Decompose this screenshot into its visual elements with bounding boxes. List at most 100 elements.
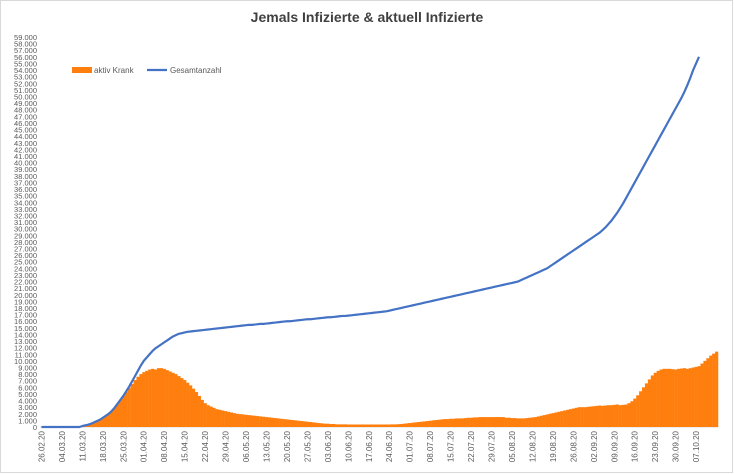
bar-aktiv-krank: [402, 423, 406, 427]
bar-aktiv-krank: [303, 421, 307, 427]
x-tick-label: 17.06.20: [365, 430, 374, 462]
bar-aktiv-krank: [627, 403, 631, 427]
y-tick-label: 8.000: [18, 370, 37, 379]
bar-aktiv-krank: [463, 418, 467, 427]
bar-aktiv-krank: [680, 368, 684, 427]
y-tick-label: 28.000: [14, 238, 37, 247]
bar-aktiv-krank: [682, 368, 687, 427]
x-tick: 15.07.20: [447, 430, 456, 462]
bar-aktiv-krank: [492, 417, 497, 427]
bar-aktiv-krank: [323, 423, 327, 427]
x-tick-label: 05.08.20: [508, 430, 517, 462]
x-tick-label: 24.06.20: [385, 430, 394, 462]
y-tick-label: 9.000: [18, 364, 37, 373]
bar-aktiv-krank: [697, 366, 701, 427]
bar-aktiv-krank: [364, 424, 368, 427]
y-tick-label: 11.000: [15, 350, 37, 359]
bar-aktiv-krank: [177, 376, 181, 427]
bar-aktiv-krank: [566, 409, 570, 427]
bar-aktiv-krank: [454, 418, 459, 427]
x-tick: 01.04.20: [140, 430, 149, 462]
bar-aktiv-krank: [525, 418, 529, 427]
bar-aktiv-krank: [487, 417, 491, 427]
bar-aktiv-krank: [604, 405, 608, 427]
bar-aktiv-krank: [452, 418, 456, 427]
x-tick: 01.07.20: [406, 430, 415, 462]
x-tick-label: 01.07.20: [406, 430, 415, 462]
x-tick: 16.09.20: [631, 430, 640, 462]
x-tick: 27.05.20: [303, 430, 312, 462]
x-tick: 08.04.20: [160, 430, 169, 462]
bar-aktiv-krank: [332, 424, 336, 427]
bar-aktiv-krank: [428, 420, 432, 427]
y-tick-label: 25.000: [14, 258, 37, 267]
bar-aktiv-krank: [507, 417, 511, 427]
bar-aktiv-krank: [481, 417, 485, 427]
bar-aktiv-krank: [349, 424, 353, 427]
x-tick-label: 07.10.20: [692, 430, 701, 462]
bar-aktiv-krank: [498, 417, 502, 427]
bar-aktiv-krank: [519, 418, 523, 427]
bar-aktiv-krank: [329, 424, 333, 427]
x-tick: 13.05.20: [262, 430, 271, 462]
y-tick-label: 2.000: [18, 410, 37, 419]
bar-aktiv-krank: [647, 379, 652, 427]
y-tick-label: 44.000: [14, 132, 37, 141]
bar-aktiv-krank: [571, 408, 576, 427]
bar-aktiv-krank: [536, 416, 540, 427]
bar-aktiv-krank: [206, 405, 210, 427]
bar-aktiv-krank: [352, 424, 356, 427]
y-tick-label: 17.000: [14, 311, 37, 320]
y-tick-label: 53.000: [14, 73, 37, 82]
bar-aktiv-krank: [560, 411, 564, 427]
bar-aktiv-krank: [174, 374, 178, 427]
x-tick-label: 30.09.20: [672, 430, 681, 462]
x-tick: 26.02.20: [37, 430, 46, 462]
bar-aktiv-krank: [677, 368, 681, 427]
bar-aktiv-krank: [668, 368, 672, 427]
bar-aktiv-krank: [624, 404, 628, 427]
bar-aktiv-krank: [104, 415, 108, 427]
bar-aktiv-krank: [180, 378, 184, 427]
bar-aktiv-krank: [291, 420, 295, 427]
bar-aktiv-krank: [656, 370, 660, 427]
bar-aktiv-krank: [671, 369, 675, 427]
bar-aktiv-krank: [235, 413, 239, 427]
y-tick-label: 58.000: [14, 40, 37, 49]
bar-aktiv-krank: [343, 424, 348, 427]
bar-aktiv-krank: [376, 424, 380, 427]
x-tick-label: 20.05.20: [283, 430, 292, 462]
bar-aktiv-krank: [460, 418, 464, 427]
bar-aktiv-krank: [642, 387, 646, 427]
bar-aktiv-krank: [709, 355, 713, 427]
bar-aktiv-krank: [659, 369, 663, 427]
y-tick-label: 43.000: [14, 139, 37, 148]
bar-aktiv-krank: [586, 406, 590, 427]
bar-aktiv-krank: [609, 405, 614, 427]
y-tick-label: 13.000: [14, 337, 37, 346]
bar-aktiv-krank: [162, 368, 166, 427]
bar-aktiv-krank: [247, 415, 251, 427]
bar-aktiv-krank: [399, 424, 403, 427]
bar-aktiv-krank: [495, 417, 500, 427]
x-tick-label: 15.04.20: [181, 430, 190, 462]
x-tick-label: 16.09.20: [631, 430, 640, 462]
bar-aktiv-krank: [130, 384, 134, 427]
bar-aktiv-krank: [484, 417, 488, 427]
bar-aktiv-krank: [186, 382, 190, 427]
bar-aktiv-krank: [691, 367, 695, 427]
bar-aktiv-krank: [98, 419, 102, 427]
bar-aktiv-krank: [168, 371, 172, 427]
bar-series: [80, 351, 719, 427]
y-tick-label: 57.000: [14, 46, 37, 55]
bar-aktiv-krank: [189, 385, 193, 427]
bar-aktiv-krank: [121, 395, 125, 427]
y-tick-label: 29.000: [14, 231, 37, 240]
bar-aktiv-krank: [653, 372, 657, 427]
y-tick-label: 40.000: [14, 159, 37, 168]
x-tick: 30.09.20: [672, 430, 681, 462]
bar-aktiv-krank: [165, 370, 169, 427]
y-tick-label: 26.000: [14, 251, 37, 260]
bar-aktiv-krank: [478, 417, 482, 427]
